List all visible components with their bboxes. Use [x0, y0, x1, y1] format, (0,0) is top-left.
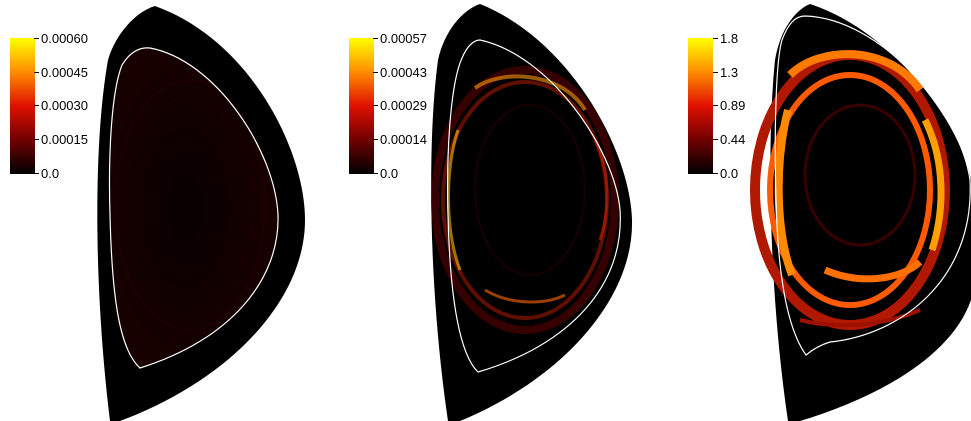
- colorbar-tick: 0.89: [712, 98, 746, 113]
- colorbar: [349, 38, 374, 174]
- colorbar-tick: 0.00015: [34, 132, 88, 147]
- panel-1: 0.00060 0.00045 0.00030 0.00015 0.0: [0, 0, 320, 421]
- colorbar: [10, 38, 35, 174]
- colorbar-tick: 0.00029: [373, 98, 427, 113]
- separatrix-line: [447, 39, 621, 373]
- plasma-cross-section: [750, 4, 971, 421]
- separatrix-line: [108, 47, 279, 369]
- colorbar-tick: 0.44: [712, 132, 746, 147]
- panel-2: 0.00057 0.00043 0.00029 0.00014 0.0: [330, 0, 650, 421]
- colorbar-tick: 0.00030: [34, 98, 88, 113]
- plasma-cross-section: [97, 6, 305, 421]
- colorbar-tick-min: 0.0: [712, 166, 739, 181]
- separatrix-line: [774, 15, 971, 356]
- colorbar-tick: 0.00045: [34, 65, 88, 80]
- colorbar-tick: 0.00014: [373, 132, 427, 147]
- colorbar-tick-min: 0.0: [372, 166, 399, 181]
- colorbar-tick-min: 0.0: [33, 166, 60, 181]
- colorbar-tick: 1.3: [712, 65, 739, 80]
- colorbar-tick: 0.00043: [373, 65, 427, 80]
- colorbar-tick-max: 0.00057: [373, 31, 427, 46]
- colorbar-tick-max: 1.8: [712, 31, 739, 46]
- plasma-cross-section: [431, 4, 633, 421]
- colorbar-tick-max: 0.00060: [34, 31, 88, 46]
- confined-region: [109, 47, 279, 369]
- panel-3: 1.8 1.3 0.89 0.44 0.0: [670, 0, 971, 421]
- colorbar: [688, 38, 713, 174]
